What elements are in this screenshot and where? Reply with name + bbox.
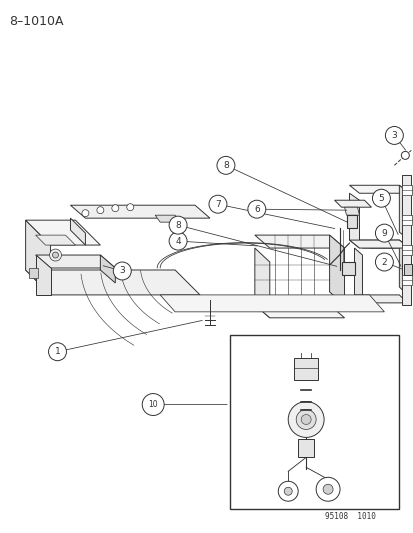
Polygon shape bbox=[70, 205, 209, 218]
Circle shape bbox=[372, 189, 389, 207]
Polygon shape bbox=[354, 248, 362, 302]
Text: 95108  1010: 95108 1010 bbox=[324, 512, 375, 521]
Circle shape bbox=[295, 409, 316, 430]
Circle shape bbox=[169, 232, 187, 250]
Circle shape bbox=[278, 481, 297, 501]
Text: 4: 4 bbox=[175, 237, 180, 246]
Bar bbox=[229, 335, 399, 509]
Polygon shape bbox=[28, 268, 38, 278]
Circle shape bbox=[400, 151, 408, 159]
Polygon shape bbox=[344, 207, 358, 215]
Polygon shape bbox=[254, 248, 269, 318]
Circle shape bbox=[112, 205, 119, 212]
Circle shape bbox=[169, 216, 187, 234]
Polygon shape bbox=[160, 295, 384, 312]
Polygon shape bbox=[294, 358, 317, 379]
Text: 5: 5 bbox=[377, 193, 383, 203]
Circle shape bbox=[316, 477, 339, 501]
Polygon shape bbox=[36, 255, 115, 268]
Circle shape bbox=[216, 156, 234, 174]
Polygon shape bbox=[399, 240, 406, 295]
Circle shape bbox=[142, 393, 164, 416]
Circle shape bbox=[247, 200, 265, 218]
Polygon shape bbox=[354, 240, 406, 248]
Polygon shape bbox=[401, 275, 411, 285]
Circle shape bbox=[375, 253, 392, 271]
Polygon shape bbox=[254, 235, 344, 248]
Text: 7: 7 bbox=[215, 200, 220, 209]
Polygon shape bbox=[155, 215, 180, 222]
Circle shape bbox=[48, 343, 66, 361]
Polygon shape bbox=[399, 185, 408, 240]
Circle shape bbox=[126, 204, 133, 211]
Polygon shape bbox=[401, 185, 411, 195]
Polygon shape bbox=[334, 200, 370, 207]
Text: 9: 9 bbox=[381, 229, 386, 238]
Circle shape bbox=[82, 209, 89, 217]
Text: 3: 3 bbox=[391, 131, 396, 140]
Polygon shape bbox=[401, 175, 411, 305]
Polygon shape bbox=[329, 235, 344, 305]
Circle shape bbox=[322, 484, 332, 494]
Polygon shape bbox=[354, 295, 406, 303]
Circle shape bbox=[385, 126, 402, 144]
Text: 8: 8 bbox=[223, 161, 228, 170]
Text: 3: 3 bbox=[119, 266, 125, 276]
Polygon shape bbox=[100, 255, 115, 283]
Polygon shape bbox=[254, 305, 344, 318]
Polygon shape bbox=[341, 262, 354, 275]
Text: 8–1010A: 8–1010A bbox=[9, 15, 63, 28]
Circle shape bbox=[284, 487, 292, 495]
Text: 8: 8 bbox=[175, 221, 180, 230]
Text: 1: 1 bbox=[55, 347, 60, 356]
Polygon shape bbox=[26, 270, 199, 295]
Polygon shape bbox=[36, 255, 50, 295]
Polygon shape bbox=[26, 220, 50, 295]
Circle shape bbox=[113, 262, 131, 280]
Polygon shape bbox=[297, 439, 313, 457]
Polygon shape bbox=[36, 235, 75, 245]
Circle shape bbox=[97, 207, 104, 214]
Text: 10: 10 bbox=[148, 400, 158, 409]
Polygon shape bbox=[401, 245, 411, 255]
Circle shape bbox=[287, 401, 323, 438]
Circle shape bbox=[52, 252, 58, 258]
Polygon shape bbox=[349, 193, 358, 248]
Polygon shape bbox=[346, 215, 357, 228]
Circle shape bbox=[300, 415, 311, 424]
Text: 6: 6 bbox=[253, 205, 259, 214]
Polygon shape bbox=[367, 244, 395, 248]
Polygon shape bbox=[349, 185, 408, 193]
Circle shape bbox=[209, 195, 226, 213]
Circle shape bbox=[375, 224, 392, 242]
Polygon shape bbox=[70, 218, 85, 245]
Polygon shape bbox=[401, 215, 411, 225]
Polygon shape bbox=[404, 264, 411, 275]
Text: 2: 2 bbox=[381, 257, 386, 266]
Polygon shape bbox=[26, 220, 100, 245]
Circle shape bbox=[50, 249, 62, 261]
Polygon shape bbox=[349, 240, 408, 248]
